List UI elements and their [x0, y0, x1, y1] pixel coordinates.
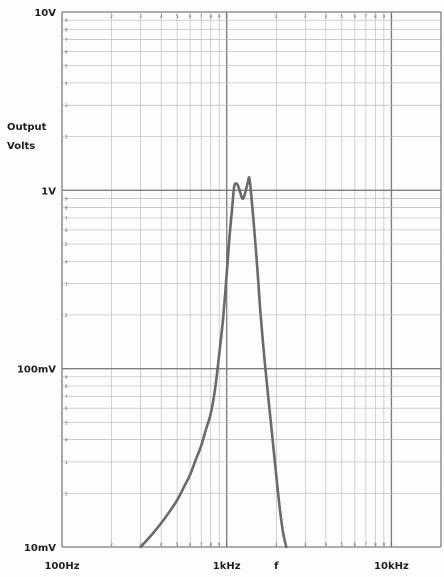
y-minor-tick-label: 7 [65, 216, 68, 221]
y-minor-tick-label: 7 [65, 394, 68, 399]
y-minor-tick-label: 7 [65, 38, 68, 43]
x-major-tick-label: 10kHz [374, 561, 409, 572]
x-minor-tick-label-top: 3 [139, 14, 142, 19]
y-minor-tick-label: 9 [65, 375, 68, 380]
y-minor-tick-label: 4 [65, 438, 68, 443]
x-minor-tick-label-top: 5 [341, 14, 344, 19]
y-axis-label-line-2: Volts [7, 141, 35, 152]
series-line [139, 175, 288, 549]
x-minor-tick-label-bottom: 6 [354, 542, 357, 547]
x-minor-tick-label-top: 8 [374, 14, 377, 19]
x-minor-tick-label-top: 4 [325, 14, 328, 19]
x-minor-tick-label-bottom: 5 [176, 542, 179, 547]
y-minor-tick-labels: 2 3 4 5 6 7 8 9 2 3 4 5 6 7 8 9 2 3 4 5 6 7 8 9 [65, 18, 68, 496]
y-minor-tick-label: 5 [65, 64, 68, 69]
x-minor-tick-label-bottom: 6 [189, 542, 192, 547]
y-axis-label-line-1: Output [7, 122, 47, 133]
x-minor-tick-label-top: 3 [304, 14, 307, 19]
x-major-tick-labels: 100Hz 1kHz f 10kHz [44, 561, 409, 572]
x-minor-tick-label-top: 6 [189, 14, 192, 19]
x-minor-tick-label-top: 1 [390, 14, 393, 19]
series-layer [139, 175, 288, 549]
x-major-tick-label: 1kHz [213, 561, 241, 572]
x-minor-tick-label-bottom: 4 [325, 542, 328, 547]
y-minor-tick-label: 4 [65, 259, 68, 264]
x-minor-tick-label-bottom: 3 [139, 542, 142, 547]
x-minor-tick-label-bottom: 2 [110, 542, 113, 547]
y-minor-tick-label: 3 [65, 282, 68, 287]
x-minor-tick-label-top: 4 [160, 14, 163, 19]
x-minor-tick-label-top: 8 [209, 14, 212, 19]
x-minor-tick-label-bottom: 7 [200, 542, 203, 547]
x-minor-tick-label-bottom: 8 [209, 542, 212, 547]
y-minor-tick-label: 3 [65, 460, 68, 465]
y-minor-tick-label: 3 [65, 103, 68, 108]
x-minor-tick-label-top: 9 [383, 14, 386, 19]
y-minor-tick-label: 6 [65, 50, 68, 55]
y-minor-tick-label: 2 [65, 313, 68, 318]
x-minor-tick-label-top: 5 [176, 14, 179, 19]
x-minor-tick-label-bottom: 1 [225, 542, 228, 547]
y-minor-tick-label: 9 [65, 196, 68, 201]
x-minor-tick-label-top: 2 [275, 14, 278, 19]
x-minor-tick-label-top: 7 [365, 14, 368, 19]
y-major-tick-label: 10V [34, 8, 56, 19]
x-minor-tick-label-bottom: 5 [341, 542, 344, 547]
y-major-tick-label: 10mV [24, 543, 56, 554]
y-major-tick-label: 100mV [17, 365, 56, 376]
x-minor-tick-label-bottom: 4 [160, 542, 163, 547]
x-major-tick-label: 100Hz [44, 561, 79, 572]
y-major-tick-label: 1V [41, 186, 56, 197]
y-minor-tick-label: 2 [65, 135, 68, 140]
y-minor-tick-label: 6 [65, 228, 68, 233]
x-major-tick-label: f [274, 561, 279, 572]
y-minor-tick-label: 4 [65, 81, 68, 86]
x-minor-tick-label-bottom: 7 [365, 542, 368, 547]
y-minor-tick-label: 2 [65, 491, 68, 496]
x-minor-tick-label-bottom: 2 [275, 542, 278, 547]
y-minor-tick-label: 5 [65, 242, 68, 247]
x-minor-tick-label-bottom: 3 [304, 542, 307, 547]
y-minor-tick-label: 6 [65, 406, 68, 411]
y-minor-tick-label: 8 [65, 27, 68, 32]
x-minor-tick-label-top: 1 [225, 14, 228, 19]
x-minor-tick-label-top: 9 [218, 14, 221, 19]
y-minor-tick-label: 9 [65, 18, 68, 23]
x-minor-tick-label-top: 6 [354, 14, 357, 19]
x-minor-tick-label-top: 2 [110, 14, 113, 19]
x-minor-tick-label-bottom: 9 [218, 542, 221, 547]
x-minor-tick-label-bottom: 1 [390, 542, 393, 547]
y-minor-tick-label: 5 [65, 420, 68, 425]
y-major-tick-labels: 10mV 100mV 1V 10V [17, 8, 56, 554]
x-minor-tick-label-bottom: 8 [374, 542, 377, 547]
y-minor-tick-label: 8 [65, 206, 68, 211]
x-minor-tick-label-top: 7 [200, 14, 203, 19]
x-minor-tick-label-bottom: 9 [383, 542, 386, 547]
y-minor-tick-label: 8 [65, 384, 68, 389]
